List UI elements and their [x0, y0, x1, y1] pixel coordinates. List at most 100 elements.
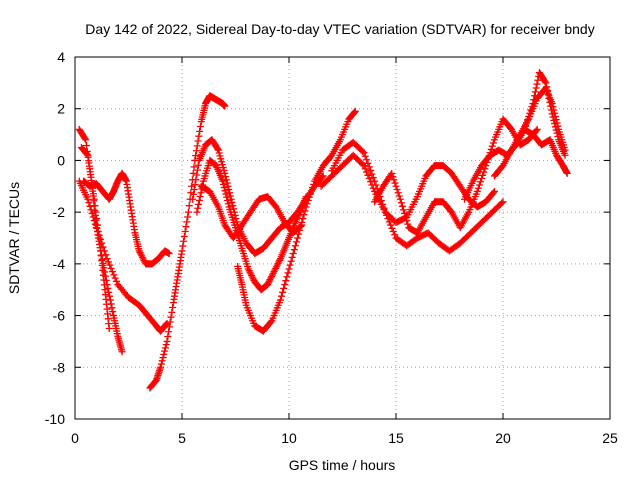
series-satellite-track-7 — [193, 156, 310, 294]
data-point-marker — [264, 281, 272, 289]
data-point-marker — [196, 193, 204, 201]
data-point-marker — [219, 180, 227, 188]
data-point-marker — [273, 261, 281, 269]
data-point-marker — [163, 319, 171, 327]
data-point-marker — [81, 134, 89, 142]
data-point-marker — [89, 213, 97, 221]
data-point-marker — [363, 156, 371, 164]
y-tick-label: 0 — [57, 152, 65, 168]
data-point-marker — [479, 171, 487, 179]
x-tick-label: 0 — [71, 430, 79, 446]
data-point-marker — [285, 265, 293, 273]
data-point-marker — [365, 175, 373, 183]
data-point-marker — [383, 211, 391, 219]
data-point-marker — [92, 224, 100, 232]
data-point-marker — [86, 202, 94, 210]
data-point-marker — [296, 226, 304, 234]
data-point-marker — [192, 152, 200, 160]
data-point-marker — [367, 166, 375, 174]
data-point-marker — [112, 277, 120, 285]
data-point-marker — [221, 102, 229, 110]
data-point-marker — [223, 197, 231, 205]
data-point-marker — [223, 193, 231, 201]
data-point-marker — [475, 181, 483, 189]
data-point-marker — [549, 103, 557, 111]
data-point-marker — [244, 265, 252, 273]
data-point-marker — [295, 230, 303, 238]
data-point-marker — [365, 163, 373, 171]
data-point-marker — [300, 211, 308, 219]
data-point-marker — [159, 354, 167, 362]
data-point-marker — [83, 150, 91, 158]
data-point-marker — [184, 208, 192, 216]
data-point-marker — [550, 106, 558, 114]
data-point-marker — [184, 213, 192, 221]
data-point-marker — [307, 187, 315, 195]
data-point-marker — [138, 253, 146, 261]
data-point-marker — [96, 235, 104, 243]
data-point-marker — [360, 149, 368, 157]
data-point-marker — [223, 179, 231, 187]
x-tick-label: 5 — [178, 430, 186, 446]
series-satellite-track-9 — [234, 107, 359, 335]
data-point-marker — [291, 242, 299, 250]
data-point-marker — [110, 271, 118, 279]
data-point-marker — [108, 304, 116, 312]
data-point-marker — [368, 170, 376, 178]
data-point-marker — [193, 171, 201, 179]
data-point-marker — [167, 313, 175, 321]
data-point-marker — [310, 180, 318, 188]
data-point-marker — [272, 263, 280, 271]
data-point-marker — [272, 264, 280, 272]
data-point-marker — [380, 204, 388, 212]
data-point-marker — [561, 146, 569, 154]
data-point-marker — [359, 147, 367, 155]
data-point-marker — [289, 250, 297, 258]
data-point-marker — [396, 195, 404, 203]
data-point-marker — [351, 107, 359, 115]
data-point-marker — [281, 281, 289, 289]
data-point-marker — [106, 261, 114, 269]
data-point-marker — [162, 341, 170, 349]
data-point-marker — [534, 76, 542, 84]
data-point-marker — [165, 323, 173, 331]
data-point-marker — [161, 347, 169, 355]
data-point-marker — [165, 328, 173, 336]
x-tick-label: 25 — [602, 430, 618, 446]
data-point-marker — [371, 177, 379, 185]
series-satellite-track-8 — [197, 182, 306, 242]
data-point-marker — [282, 277, 290, 285]
plot-frame — [74, 56, 611, 420]
data-point-marker — [286, 261, 294, 269]
data-point-marker — [379, 200, 387, 208]
data-point-marker — [180, 237, 188, 245]
data-point-marker — [275, 258, 283, 266]
data-point-marker — [270, 268, 278, 276]
data-point-marker — [136, 249, 144, 257]
data-point-marker — [248, 271, 256, 279]
y-tick-label: -2 — [53, 204, 66, 220]
data-point-marker — [278, 292, 286, 300]
data-point-marker — [531, 88, 539, 96]
data-point-marker — [118, 348, 126, 356]
data-point-marker — [271, 266, 279, 274]
data-point-marker — [385, 218, 393, 226]
data-point-marker — [359, 160, 367, 168]
data-point-marker — [389, 228, 397, 236]
data-point-marker — [193, 142, 201, 150]
data-point-marker — [111, 274, 119, 282]
data-point-marker — [490, 187, 498, 195]
data-point-marker — [303, 200, 311, 208]
data-point-marker — [267, 274, 275, 282]
data-point-marker — [189, 169, 197, 177]
data-point-marker — [88, 209, 96, 217]
data-point-marker — [276, 256, 284, 264]
data-point-marker — [288, 253, 296, 261]
data-point-marker — [397, 199, 405, 207]
data-marks — [75, 69, 571, 392]
data-point-marker — [164, 333, 172, 341]
data-point-marker — [82, 136, 90, 144]
x-tick-label: 20 — [495, 430, 511, 446]
data-point-marker — [87, 173, 95, 181]
data-point-marker — [474, 184, 482, 192]
